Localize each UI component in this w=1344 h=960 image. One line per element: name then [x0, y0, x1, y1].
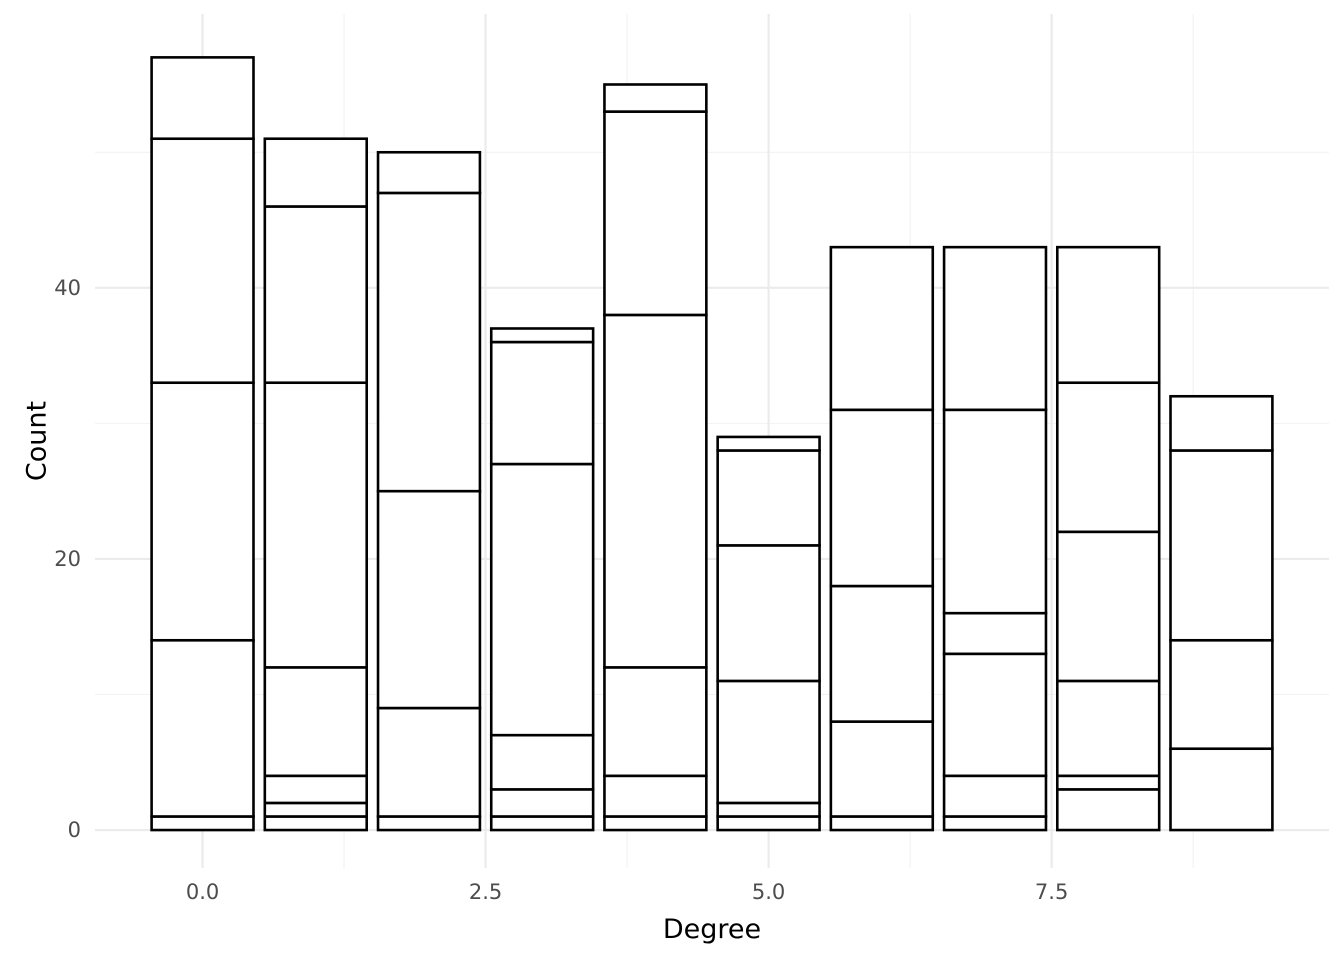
bar-segment [489, 327, 595, 344]
bar-segment [829, 815, 935, 832]
bar-segment [489, 815, 595, 832]
bar-segment [1055, 788, 1161, 832]
bar-segment [603, 666, 708, 778]
bar-segment [376, 706, 482, 818]
bar-segment [829, 584, 935, 723]
bar-segment [150, 638, 255, 818]
bar-segment [942, 408, 1048, 615]
bar-segment [263, 205, 369, 385]
bar-segment [376, 489, 482, 710]
bar-segment [489, 340, 595, 466]
bar-stack [1169, 394, 1274, 832]
x-tick-label: 5.0 [752, 880, 785, 904]
bars [150, 56, 1274, 832]
y-tick-label: 0 [68, 818, 81, 842]
bar-stack [489, 327, 595, 832]
bar-stack [829, 245, 935, 832]
bar-segment [263, 137, 369, 208]
bar-segment [376, 815, 482, 832]
bar-segment [1055, 774, 1161, 791]
bar-segment [1055, 381, 1161, 534]
bar-segment [150, 56, 255, 141]
bar-segment [489, 462, 595, 737]
bar-segment [263, 381, 369, 669]
bar-segment [603, 313, 708, 669]
bar-segment [1055, 530, 1161, 683]
bar-segment [716, 801, 821, 818]
bar-segment [489, 788, 595, 818]
bar-segment [1055, 679, 1161, 778]
bar-segment [942, 815, 1048, 832]
y-axis-ticks: 0 20 40 [54, 276, 81, 842]
bar-stack [150, 56, 255, 832]
bar-segment [150, 137, 255, 385]
bar-segment [942, 611, 1048, 656]
bar-segment [829, 245, 935, 412]
bar-stack [716, 435, 821, 832]
x-tick-label: 2.5 [469, 880, 502, 904]
bar-segment [942, 245, 1048, 412]
bar-segment [942, 652, 1048, 778]
y-tick-label: 20 [54, 547, 81, 571]
bar-segment [829, 720, 935, 818]
bar-segment [150, 381, 255, 642]
bar-segment [150, 815, 255, 832]
bar-segment [716, 679, 821, 805]
x-tick-label: 0.0 [186, 880, 219, 904]
y-tick-label: 40 [54, 276, 81, 300]
bar-segment [603, 774, 708, 818]
bar-segment [263, 774, 369, 805]
bar-segment [376, 191, 482, 493]
bar-segment [1055, 245, 1161, 385]
bar-segment [1169, 638, 1274, 751]
bar-stack [942, 245, 1048, 832]
x-tick-label: 7.5 [1035, 880, 1068, 904]
bar-stack [603, 83, 708, 832]
bar-segment [603, 83, 708, 113]
bar-segment [716, 435, 821, 452]
x-axis-title: Degree [663, 914, 761, 945]
bar-segment [263, 801, 369, 818]
bar-segment [716, 449, 821, 547]
y-axis-title: Count [21, 401, 52, 481]
bar-segment [829, 408, 935, 588]
bar-segment [603, 110, 708, 317]
bar-segment [263, 815, 369, 832]
bar-segment [489, 733, 595, 791]
bar-stack [376, 150, 482, 832]
bar-stack [263, 137, 369, 832]
bar-segment [716, 815, 821, 832]
bar-segment [942, 774, 1048, 818]
bar-segment [716, 544, 821, 683]
bar-segment [1169, 747, 1274, 832]
bar-segment [376, 150, 482, 195]
bar-segment [1169, 394, 1274, 452]
bar-stack [1055, 245, 1161, 832]
bar-segment [603, 815, 708, 832]
bar-segment [1169, 449, 1274, 642]
bar-segment [263, 666, 369, 778]
x-axis-ticks: 0.0 2.5 5.0 7.5 [186, 880, 1068, 904]
